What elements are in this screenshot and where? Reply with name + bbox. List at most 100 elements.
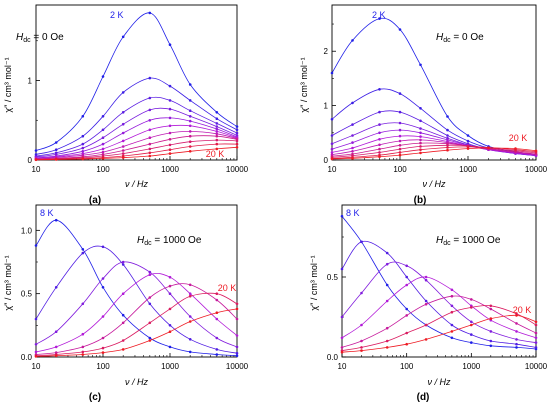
data-point: [378, 17, 381, 20]
data-point: [188, 109, 192, 112]
data-point: [101, 136, 105, 139]
data-point: [188, 294, 192, 298]
data-point: [188, 124, 192, 128]
x-tick-label: 10: [32, 362, 41, 371]
data-point: [121, 292, 125, 296]
data-point: [168, 345, 172, 349]
data-point: [398, 134, 402, 138]
series-line: [331, 142, 537, 157]
data-point: [534, 320, 538, 324]
data-point: [450, 330, 454, 333]
data-point: [514, 147, 517, 150]
data-point: [340, 346, 344, 349]
field-subscript: dc: [443, 240, 451, 247]
data-point: [188, 350, 192, 354]
data-point: [446, 146, 449, 149]
data-point: [188, 150, 192, 153]
data-point: [405, 275, 409, 279]
y-tick-label: 0.0: [21, 353, 33, 362]
data-point: [54, 345, 58, 349]
x-tick-label: 10: [338, 362, 347, 371]
data-point: [215, 134, 219, 138]
data-point: [515, 346, 518, 349]
data-point: [534, 346, 538, 349]
field-subscript: dc: [144, 240, 152, 247]
data-point: [121, 122, 125, 126]
y-axis-title: χ″ / cm³ mol⁻¹: [299, 57, 309, 112]
data-point: [419, 135, 422, 138]
data-point: [235, 351, 239, 355]
y-tick-label: 0: [324, 156, 329, 165]
panel-label: (d): [417, 392, 430, 403]
data-point: [101, 142, 105, 146]
data-point: [351, 101, 354, 105]
data-point: [188, 292, 192, 296]
data-point: [330, 71, 334, 75]
y-tick-label: 2: [324, 47, 329, 56]
data-point: [235, 139, 239, 143]
data-point: [215, 122, 219, 125]
x-tick-label: 10000: [525, 362, 548, 371]
data-point: [148, 11, 152, 15]
data-point: [101, 115, 105, 118]
data-point: [424, 278, 428, 282]
data-point: [215, 111, 219, 114]
data-point: [405, 314, 409, 317]
series-line: [341, 276, 537, 339]
data-point: [34, 350, 38, 354]
data-point: [34, 158, 38, 162]
data-point: [215, 147, 219, 151]
data-point: [168, 324, 172, 327]
data-point: [489, 344, 493, 348]
data-point: [215, 353, 219, 356]
series-line: [35, 143, 238, 160]
data-point: [419, 148, 422, 151]
data-point: [489, 330, 493, 333]
data-point: [450, 304, 454, 308]
data-point: [188, 145, 192, 148]
data-point: [419, 141, 422, 145]
series-line: [35, 107, 238, 158]
data-point: [360, 291, 363, 295]
data-point: [330, 134, 334, 137]
data-point: [54, 158, 58, 161]
data-point: [215, 130, 219, 133]
x-axis-title: ν / Hz: [427, 377, 451, 387]
data-point: [215, 348, 219, 351]
data-point: [360, 323, 363, 327]
data-point: [235, 334, 239, 337]
data-point: [54, 148, 58, 151]
data-point: [378, 151, 381, 154]
y-axis-title: χ″ / cm³ mol⁻¹: [3, 255, 13, 310]
series-line: [35, 139, 238, 160]
x-axis-title: ν / Hz: [422, 179, 446, 189]
data-point: [148, 296, 152, 299]
plot-frame: [35, 4, 238, 161]
data-point: [419, 107, 422, 110]
data-point: [81, 353, 85, 356]
data-point: [54, 141, 58, 144]
data-point: [188, 315, 192, 318]
data-point: [398, 147, 402, 151]
data-point: [148, 96, 152, 100]
data-point: [148, 321, 152, 325]
x-tick-label: 100: [393, 165, 407, 174]
y-axis-title: χ″ / cm³ mol⁻¹: [3, 57, 13, 112]
data-point: [101, 75, 105, 78]
data-point: [121, 313, 125, 317]
field-value: = 0 Oe: [451, 32, 485, 43]
data-point: [446, 115, 449, 118]
temperature-last-label: 20 K: [218, 283, 237, 293]
data-point: [81, 302, 85, 306]
data-point: [378, 138, 381, 141]
data-point: [168, 116, 172, 120]
x-axis-title: ν / Hz: [125, 377, 149, 387]
series-line: [341, 314, 537, 353]
data-point: [235, 302, 239, 306]
data-point: [360, 349, 363, 352]
data-point: [215, 127, 219, 131]
data-point: [450, 288, 454, 292]
data-point: [168, 148, 172, 151]
data-point: [340, 267, 344, 271]
data-point: [168, 131, 172, 135]
